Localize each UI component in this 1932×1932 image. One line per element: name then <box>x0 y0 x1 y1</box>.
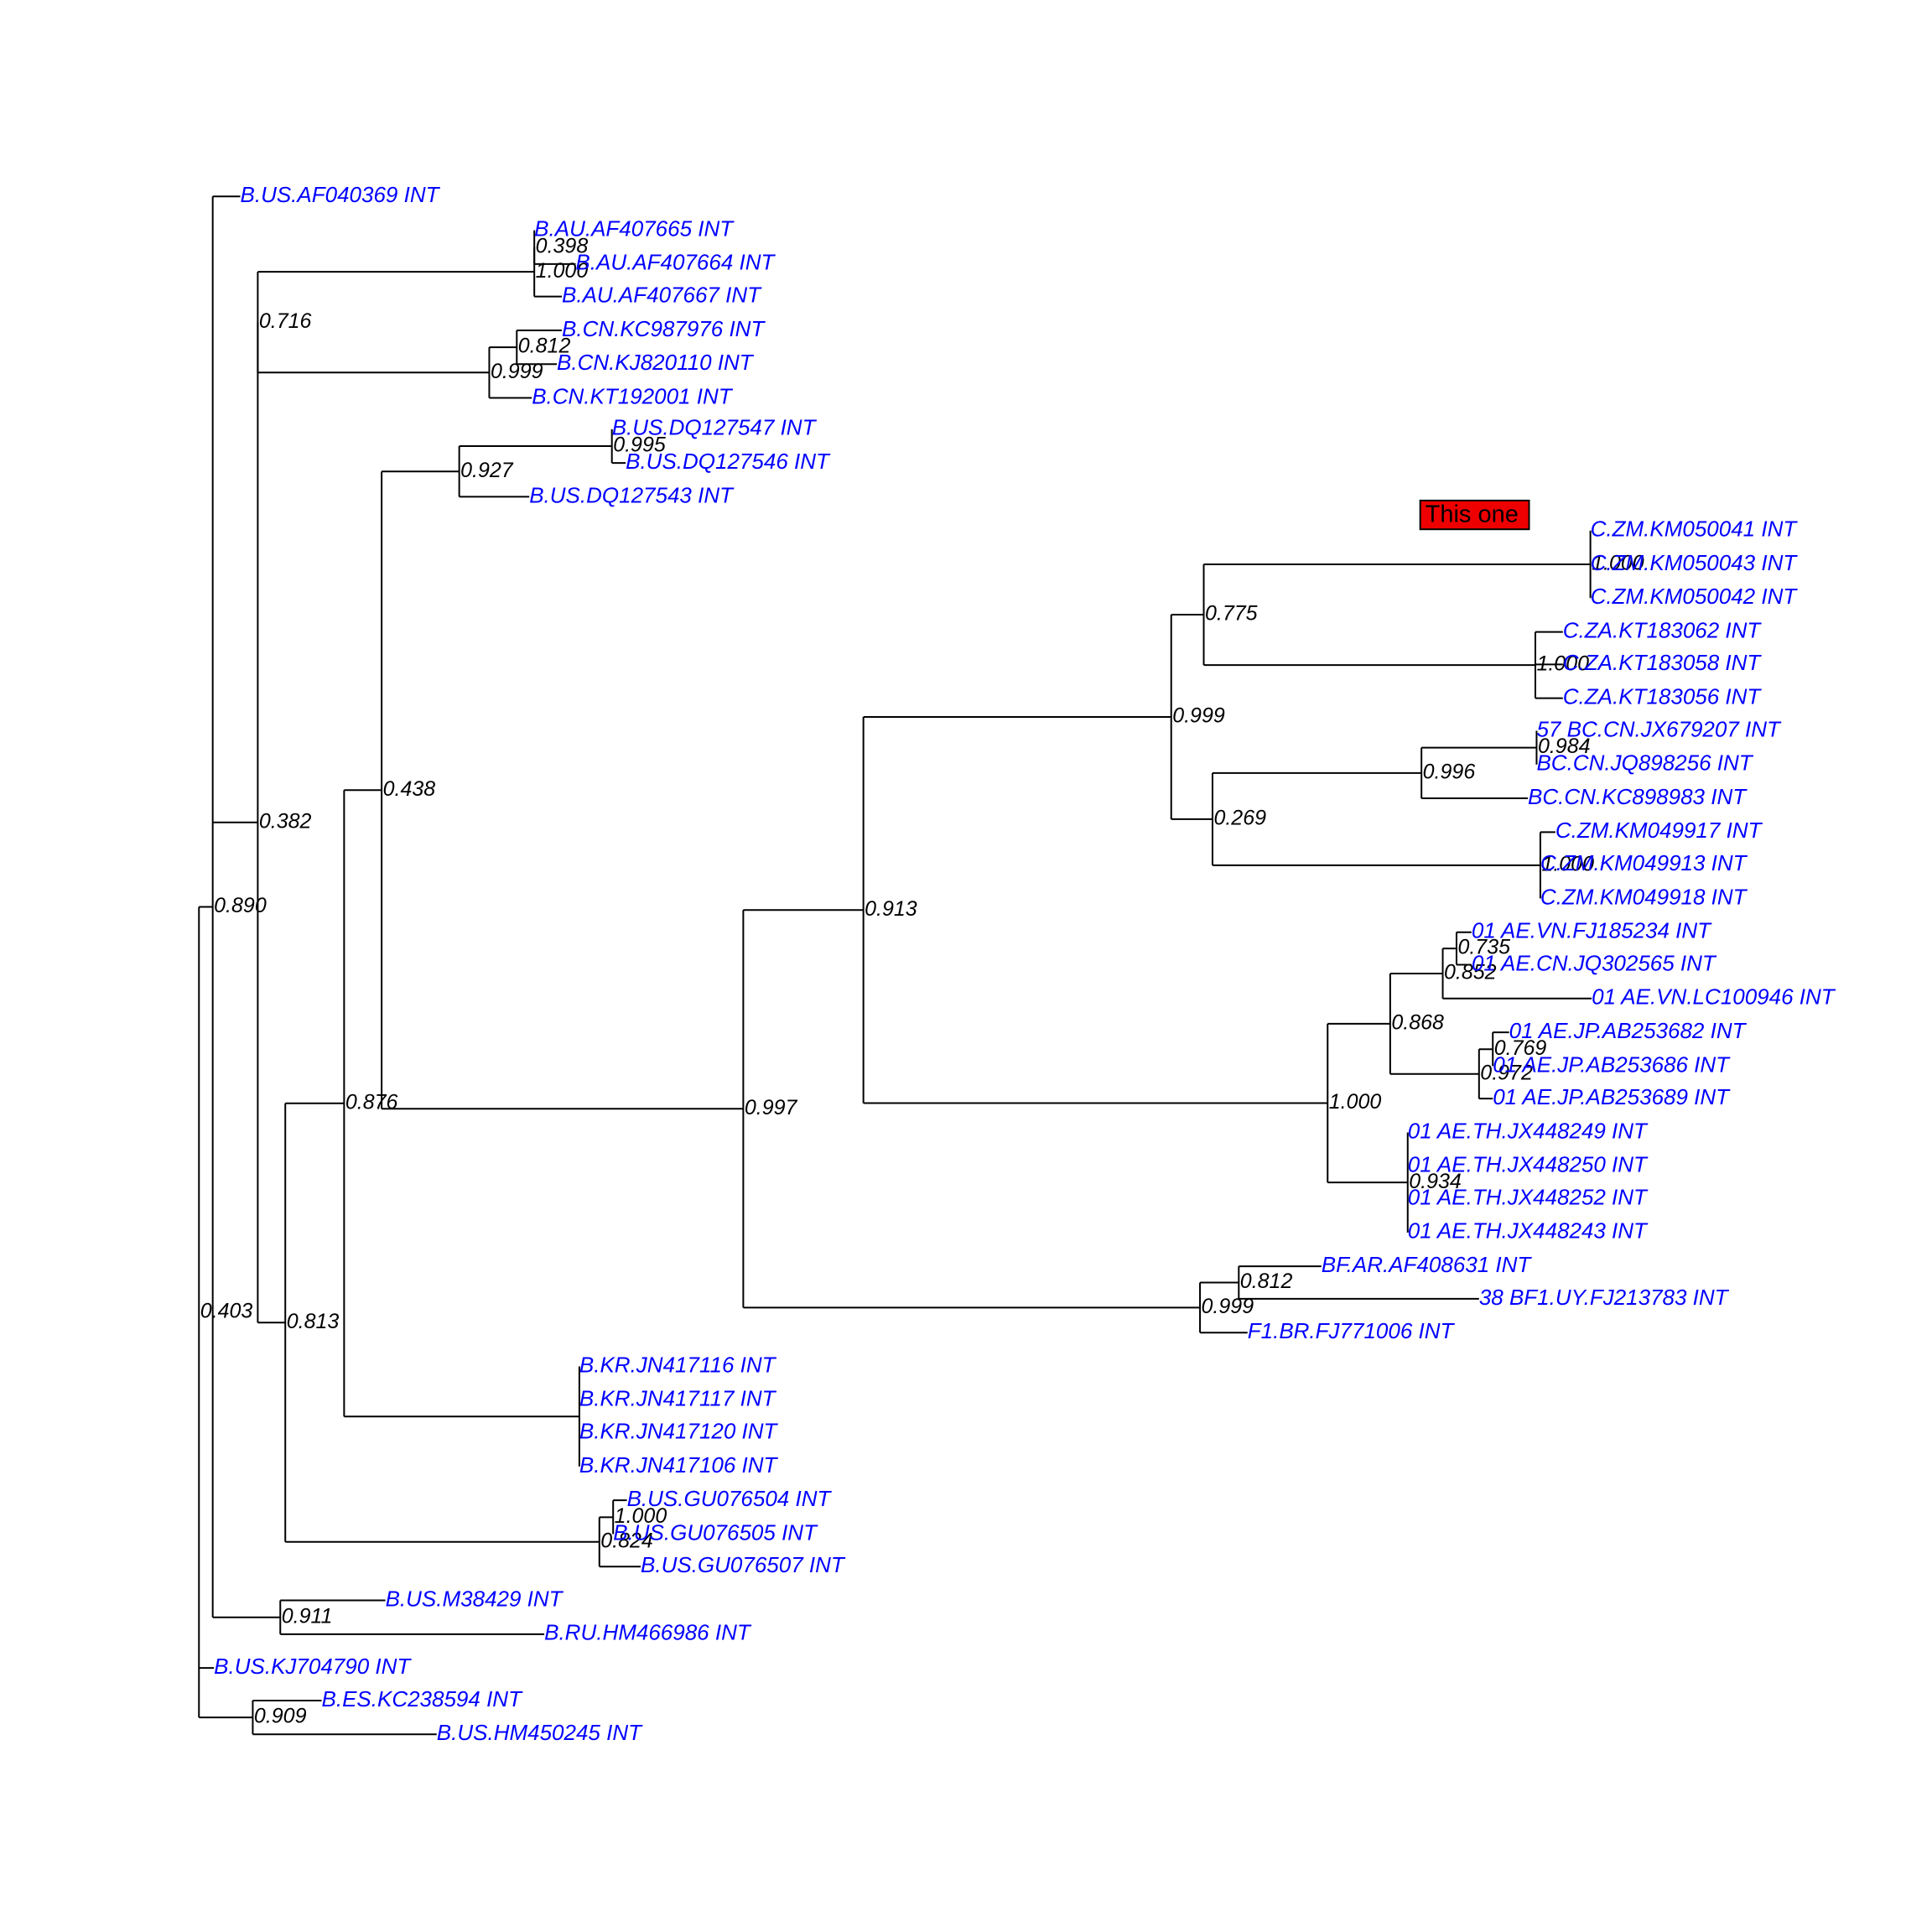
tip-label: C.ZA.KT183058 INT <box>1563 650 1763 675</box>
tip-label: 01 AE.JP.AB253686 INT <box>1493 1052 1731 1077</box>
tip-label: 01 AE.TH.JX448243 INT <box>1408 1218 1649 1244</box>
tip-label: B.KR.JN417117 INT <box>579 1386 777 1411</box>
tip-label: B.KR.JN417120 INT <box>579 1418 779 1443</box>
tip-label: B.CN.KC987976 INT <box>562 316 766 341</box>
support-value: 1.000 <box>1592 552 1644 575</box>
support-value: 0.999 <box>1202 1295 1254 1318</box>
tip-label: C.ZM.KM049918 INT <box>1540 884 1748 909</box>
support-value: 0.813 <box>287 1310 340 1333</box>
annotation-box <box>1419 499 1530 531</box>
tip-label: 01 AE.TH.JX448249 INT <box>1408 1118 1649 1143</box>
support-value: 0.909 <box>254 1705 307 1728</box>
tip-label: C.ZA.KT183062 INT <box>1563 617 1763 642</box>
support-value: 0.911 <box>282 1604 333 1628</box>
support-value: 1.000 <box>1541 852 1594 875</box>
support-value: 0.995 <box>613 434 666 457</box>
tip-label: 01 AE.CN.JQ302565 INT <box>1472 950 1717 975</box>
tip-label: 01 AE.TH.JX448252 INT <box>1408 1184 1649 1209</box>
support-value: 1.000 <box>615 1504 667 1528</box>
tip-label: BF.AR.AF408631 INT <box>1322 1252 1533 1277</box>
support-value: 0.927 <box>460 459 514 482</box>
tip-label: 57 BC.CN.JX679207 INT <box>1536 716 1782 741</box>
tip-label: B.US.GU076505 INT <box>613 1519 818 1545</box>
support-value: 0.438 <box>383 777 436 801</box>
support-value: 1.000 <box>1536 652 1589 676</box>
support-value: 0.269 <box>1213 806 1266 829</box>
support-value: 0.934 <box>1409 1170 1462 1193</box>
tip-label: C.ZM.KM050042 INT <box>1591 584 1799 609</box>
tip-label: B.US.HM450245 INT <box>437 1720 643 1745</box>
tip-label: BC.CN.JQ898256 INT <box>1536 750 1753 776</box>
support-value: 0.876 <box>345 1090 398 1114</box>
tip-label: B.US.GU076504 INT <box>627 1486 833 1511</box>
tip-label: 01 AE.JP.AB253689 INT <box>1493 1084 1731 1109</box>
tip-label: 01 AE.VN.FJ185234 INT <box>1472 918 1712 943</box>
annotation-label: This one <box>1426 501 1519 527</box>
support-value: 0.996 <box>1423 760 1476 783</box>
tip-label: B.KR.JN417116 INT <box>579 1352 777 1377</box>
tip-label: B.US.GU076507 INT <box>641 1552 846 1577</box>
support-value: 0.716 <box>259 309 312 333</box>
tip-label: B.US.DQ127546 INT <box>626 449 831 474</box>
support-value: 1.000 <box>536 259 589 283</box>
support-value: 0.999 <box>491 360 543 383</box>
support-value: 0.984 <box>1538 735 1591 758</box>
tip-label: B.US.AF040369 INT <box>241 182 441 207</box>
support-value: 0.382 <box>259 809 312 833</box>
support-value: 0.852 <box>1444 961 1497 984</box>
tip-label: 38 BF1.UY.FJ213783 INT <box>1479 1285 1730 1310</box>
tip-label: B.US.KJ704790 INT <box>214 1654 412 1679</box>
tip-label: BC.CN.KC898983 INT <box>1528 784 1748 809</box>
support-value: 1.000 <box>1329 1090 1382 1114</box>
tip-label: B.AU.AF407665 INT <box>534 216 735 241</box>
tip-label: 01 AE.VN.LC100946 INT <box>1592 984 1836 1010</box>
support-value: 0.735 <box>1457 936 1510 959</box>
tip-label: B.CN.KJ820110 INT <box>557 350 755 375</box>
support-value: 0.997 <box>745 1096 798 1119</box>
support-value: 0.403 <box>200 1299 253 1322</box>
support-value: 0.812 <box>518 335 571 358</box>
tip-label: C.ZM.KM049917 INT <box>1555 818 1763 843</box>
tip-label: 01 AE.JP.AB253682 INT <box>1509 1018 1748 1043</box>
tip-label: B.AU.AF407667 INT <box>562 283 762 308</box>
support-value: 0.972 <box>1480 1061 1533 1084</box>
support-value: 0.775 <box>1205 602 1258 626</box>
tip-label: B.ES.KC238594 INT <box>322 1686 524 1711</box>
tip-label: F1.BR.FJ771006 INT <box>1248 1318 1456 1343</box>
tip-label: B.KR.JN417106 INT <box>579 1452 779 1478</box>
tip-label: C.ZA.KT183056 INT <box>1563 684 1763 709</box>
support-value: 0.769 <box>1494 1036 1547 1060</box>
support-value: 0.824 <box>600 1529 653 1552</box>
tip-label: B.US.DQ127543 INT <box>529 482 735 507</box>
support-value: 0.398 <box>536 234 589 257</box>
support-value: 0.999 <box>1172 704 1225 728</box>
support-value: 0.812 <box>1240 1270 1293 1293</box>
tip-label: 01 AE.TH.JX448250 INT <box>1408 1152 1649 1177</box>
tip-label: B.US.DQ127547 INT <box>612 415 818 440</box>
tip-label: B.AU.AF407664 INT <box>575 250 776 275</box>
tip-label: C.ZM.KM049913 INT <box>1540 850 1748 875</box>
support-value: 0.890 <box>214 894 267 917</box>
support-value: 0.868 <box>1391 1010 1444 1034</box>
tip-label: B.US.M38429 INT <box>386 1586 564 1611</box>
tip-label: C.ZM.KM050041 INT <box>1591 517 1799 542</box>
support-value: 0.913 <box>865 897 917 921</box>
tip-label: B.RU.HM466986 INT <box>544 1620 752 1645</box>
tip-label: B.CN.KT192001 INT <box>532 383 734 408</box>
tip-label: C.ZM.KM050043 INT <box>1591 550 1799 575</box>
